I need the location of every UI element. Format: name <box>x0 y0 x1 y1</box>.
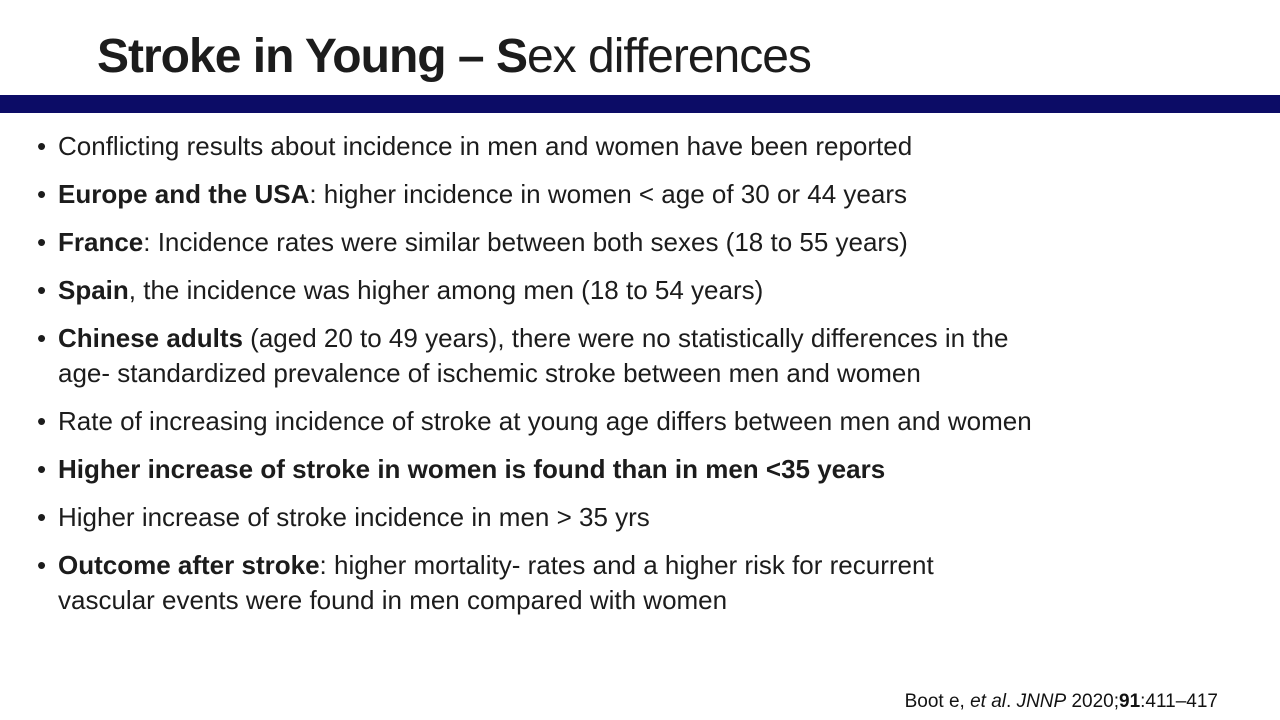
citation: Boot e, et al. JNNP 2020;91:411–417 <box>905 690 1218 714</box>
bullet-segment: : higher mortality- rates and a higher r… <box>319 550 934 580</box>
citation-segment: JNNP <box>1016 691 1067 712</box>
bullet-marker: • <box>37 227 47 257</box>
bullet-marker: • <box>37 323 47 353</box>
slide-title-regular-part: ex differences <box>526 30 812 83</box>
bullet-segment: Rate of increasing incidence of stroke a… <box>58 406 1032 436</box>
bullet-segment: , the incidence was higher among men (18… <box>128 275 764 305</box>
slide-title-bold-part: Stroke in Young – S <box>97 30 528 83</box>
title-divider-bar <box>0 95 1280 113</box>
bullet-item: • Outcome after stroke: higher mortality-… <box>37 548 1254 618</box>
bullet-text: Rate of increasing incidence of stroke a… <box>58 404 1254 439</box>
bullet-segment: (aged 20 to 49 years), there were no sta… <box>242 323 1009 353</box>
bullet-item: • Spain, the incidence was higher among m… <box>37 273 1254 308</box>
bullet-text: Higher increase of stroke in women is fo… <box>58 452 1254 487</box>
bullet-segment: Conflicting results about incidence in m… <box>58 131 913 161</box>
bullet-list: • Conflicting results about incidence in … <box>37 129 1254 618</box>
citation-segment: 2020; <box>1066 691 1120 712</box>
slide-body: • Conflicting results about incidence in … <box>37 129 1254 631</box>
slide-title: Stroke in Young – Sex differences <box>97 27 812 87</box>
bullet-text: France: Incidence rates were similar bet… <box>58 225 1254 260</box>
bullet-item: • Europe and the USA: higher incidence in… <box>37 177 1254 212</box>
bullet-segment: : Incidence rates were similar between b… <box>143 227 908 257</box>
citation-segment: 91 <box>1119 691 1141 712</box>
bullet-marker: • <box>37 131 47 161</box>
citation-segment: . <box>1006 691 1017 712</box>
bullet-segment: Europe and the USA <box>58 179 310 209</box>
bullet-segment: Chinese adults <box>58 323 243 353</box>
bullet-segment: vascular events were found in men compar… <box>58 585 728 615</box>
bullet-segment: Spain <box>58 275 129 305</box>
bullet-text: Conflicting results about incidence in m… <box>58 129 1254 164</box>
bullet-item: • Conflicting results about incidence in … <box>37 129 1254 164</box>
bullet-marker: • <box>37 502 47 532</box>
bullet-item: • Rate of increasing incidence of stroke … <box>37 404 1254 439</box>
bullet-segment: France <box>58 227 144 257</box>
citation-segment: :411–417 <box>1140 691 1218 712</box>
bullet-segment: Outcome after stroke <box>58 550 320 580</box>
bullet-marker: • <box>37 275 47 305</box>
citation-segment: et al <box>970 691 1006 712</box>
bullet-item: • Higher increase of stroke in women is f… <box>37 452 1254 487</box>
bullet-text: Spain, the incidence was higher among me… <box>58 273 1254 308</box>
bullet-item: • Higher increase of stroke incidence in … <box>37 500 1254 535</box>
bullet-marker: • <box>37 454 47 484</box>
bullet-text: Chinese adults (aged 20 to 49 years), th… <box>58 321 1254 391</box>
bullet-item: • France: Incidence rates were similar be… <box>37 225 1254 260</box>
bullet-text: Europe and the USA: higher incidence in … <box>58 177 1254 212</box>
bullet-marker: • <box>37 550 47 580</box>
bullet-marker: • <box>37 179 47 209</box>
bullet-segment: Higher increase of stroke in women is fo… <box>58 454 886 484</box>
bullet-segment: : higher incidence in women < age of 30 … <box>309 179 908 209</box>
bullet-text: Higher increase of stroke incidence in m… <box>58 500 1254 535</box>
bullet-segment: Higher increase of stroke incidence in m… <box>58 502 650 532</box>
citation-segment: Boot e, <box>904 691 971 712</box>
bullet-segment: age- standardized prevalence of ischemic… <box>58 358 921 388</box>
bullet-text: Outcome after stroke: higher mortality- … <box>58 548 1254 618</box>
bullet-item: • Chinese adults (aged 20 to 49 years), t… <box>37 321 1254 391</box>
bullet-marker: • <box>37 406 47 436</box>
